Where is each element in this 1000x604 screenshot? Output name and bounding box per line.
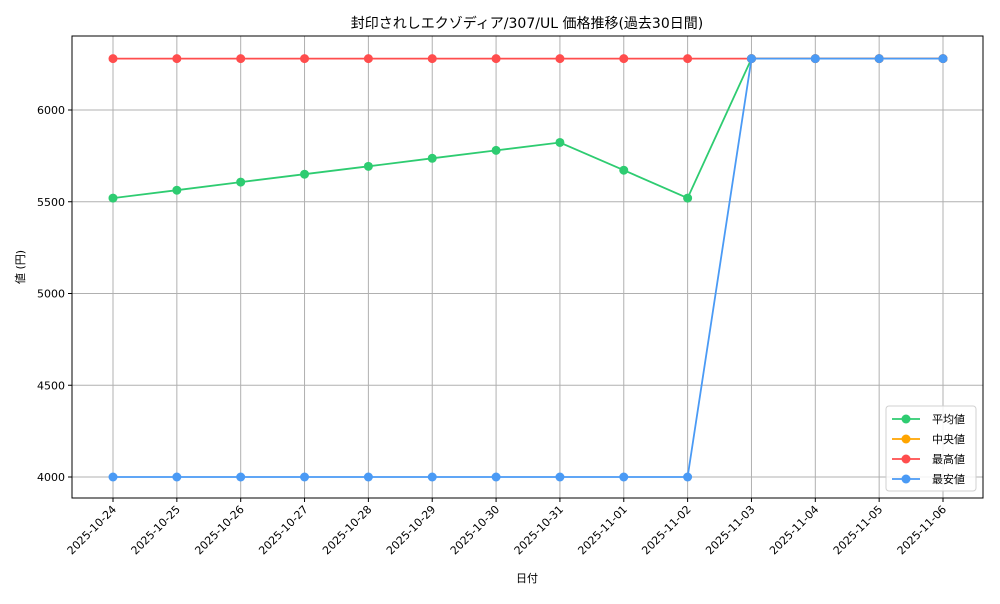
data-point xyxy=(300,472,310,482)
y-tick-label: 6000 xyxy=(37,104,65,117)
data-point xyxy=(555,137,565,147)
series-0 xyxy=(108,54,948,203)
data-point xyxy=(810,54,820,64)
plot-area-frame xyxy=(71,35,984,499)
x-tick-label: 2025-11-06 xyxy=(895,503,949,557)
x-axis-label: 日付 xyxy=(516,572,538,585)
legend-item: 中央値 xyxy=(892,433,965,446)
legend-label: 最安値 xyxy=(932,472,965,486)
y-tick-label: 4500 xyxy=(37,379,65,392)
data-point xyxy=(108,472,118,482)
data-point xyxy=(683,193,693,203)
data-point xyxy=(491,54,501,64)
series-lines xyxy=(108,54,948,482)
legend-label: 中央値 xyxy=(932,433,965,446)
x-tick-label: 2025-10-26 xyxy=(192,503,246,557)
data-point xyxy=(619,54,629,64)
data-point xyxy=(236,54,246,64)
y-tick-label: 5500 xyxy=(37,196,65,209)
data-point xyxy=(427,54,437,64)
legend-marker-icon xyxy=(901,434,911,444)
x-tick-label: 2025-10-31 xyxy=(512,503,566,557)
x-tick-label: 2025-10-27 xyxy=(256,503,310,557)
data-point xyxy=(236,177,246,187)
data-point xyxy=(746,54,756,64)
legend-marker-icon xyxy=(901,414,911,424)
y-tick-label: 5000 xyxy=(37,288,65,301)
data-point xyxy=(938,54,948,64)
legend-marker-icon xyxy=(901,474,911,484)
data-point xyxy=(491,145,501,155)
data-point xyxy=(300,169,310,179)
x-tick-label: 2025-11-05 xyxy=(831,503,885,557)
data-point xyxy=(363,161,373,171)
data-point xyxy=(683,472,693,482)
data-point xyxy=(172,185,182,195)
chart-title: 封印されしエクゾディア/307/UL 価格推移(過去30日間) xyxy=(351,15,703,32)
data-point xyxy=(555,54,565,64)
series-3 xyxy=(108,54,948,482)
x-tick-label: 2025-11-01 xyxy=(575,503,629,557)
legend-label: 最高値 xyxy=(932,452,965,466)
data-point xyxy=(172,54,182,64)
legend-item: 最安値 xyxy=(892,472,965,486)
grid-lines xyxy=(72,36,983,498)
y-axis: 4000 4500 5000 5500 6000 xyxy=(37,104,72,484)
x-tick-label: 2025-10-24 xyxy=(65,503,119,557)
x-tick-label: 2025-11-03 xyxy=(703,503,757,557)
data-point xyxy=(236,472,246,482)
x-tick-label: 2025-10-30 xyxy=(448,503,502,557)
x-tick-label: 2025-10-25 xyxy=(129,503,183,557)
data-point xyxy=(555,472,565,482)
x-tick-label: 2025-10-28 xyxy=(320,503,374,557)
data-point xyxy=(619,472,629,482)
data-point xyxy=(363,54,373,64)
x-tick-label: 2025-10-29 xyxy=(384,503,438,557)
data-point xyxy=(874,54,884,64)
data-point xyxy=(108,54,118,64)
legend-label: 平均値 xyxy=(932,413,965,426)
data-point xyxy=(300,54,310,64)
data-point xyxy=(427,153,437,163)
y-tick-label: 4000 xyxy=(37,471,65,484)
legend-marker-icon xyxy=(901,454,911,464)
data-point xyxy=(683,54,693,64)
x-tick-label: 2025-11-02 xyxy=(639,503,693,557)
legend-item: 最高値 xyxy=(892,452,965,466)
x-tick-label: 2025-11-04 xyxy=(767,503,821,557)
data-point xyxy=(491,472,501,482)
y-axis-label: 値 (円) xyxy=(14,250,27,284)
data-point xyxy=(363,472,373,482)
data-point xyxy=(619,165,629,175)
data-point xyxy=(427,472,437,482)
data-point xyxy=(172,472,182,482)
x-axis: 2025-10-24 2025-10-25 2025-10-26 2025-10-27… xyxy=(65,498,949,557)
legend-item: 平均値 xyxy=(892,413,965,426)
data-point xyxy=(108,193,118,203)
